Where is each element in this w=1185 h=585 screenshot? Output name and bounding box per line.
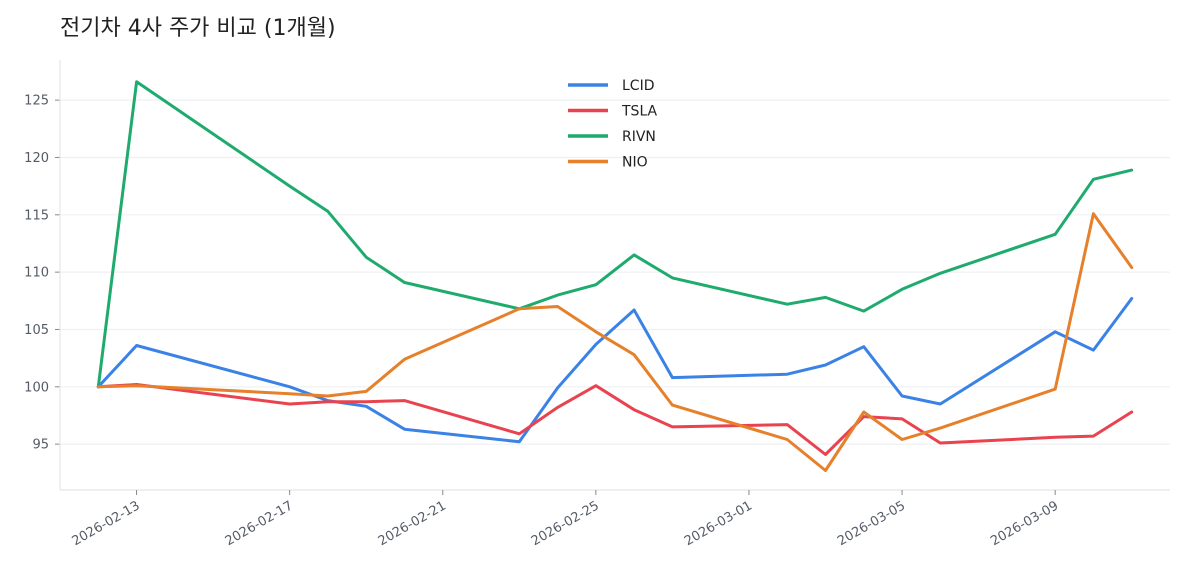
x-tick-label: 2026-03-09 <box>988 498 1061 549</box>
y-tick-label: 100 <box>24 380 49 395</box>
y-tick-label: 95 <box>32 438 49 453</box>
y-tick-label: 120 <box>24 151 49 166</box>
series-line-lcid <box>96 297 1134 444</box>
legend-label-lcid: LCID <box>622 78 654 94</box>
x-tick-label: 2026-03-05 <box>835 498 908 549</box>
legend-label-tsla: TSLA <box>621 104 658 120</box>
series-line-rivn <box>96 80 1134 389</box>
legend-label-nio: NIO <box>622 155 648 171</box>
y-tick-label: 115 <box>24 208 49 223</box>
chart-title: 전기차 4사 주가 비교 (1개월) <box>60 16 336 41</box>
x-tick-label: 2026-02-17 <box>223 498 296 549</box>
y-tick-label: 110 <box>24 266 49 281</box>
x-tick-label: 2026-02-25 <box>529 498 602 549</box>
legend-label-rivn: RIVN <box>622 129 656 145</box>
y-tick-label: 105 <box>24 323 49 338</box>
x-tick-label: 2026-03-01 <box>682 498 755 549</box>
series-line-nio <box>96 212 1134 472</box>
series-line-tsla <box>96 383 1134 456</box>
x-tick-label: 2026-02-21 <box>376 498 449 549</box>
y-tick-label: 125 <box>24 94 49 109</box>
x-tick-label: 2026-02-13 <box>70 498 143 549</box>
